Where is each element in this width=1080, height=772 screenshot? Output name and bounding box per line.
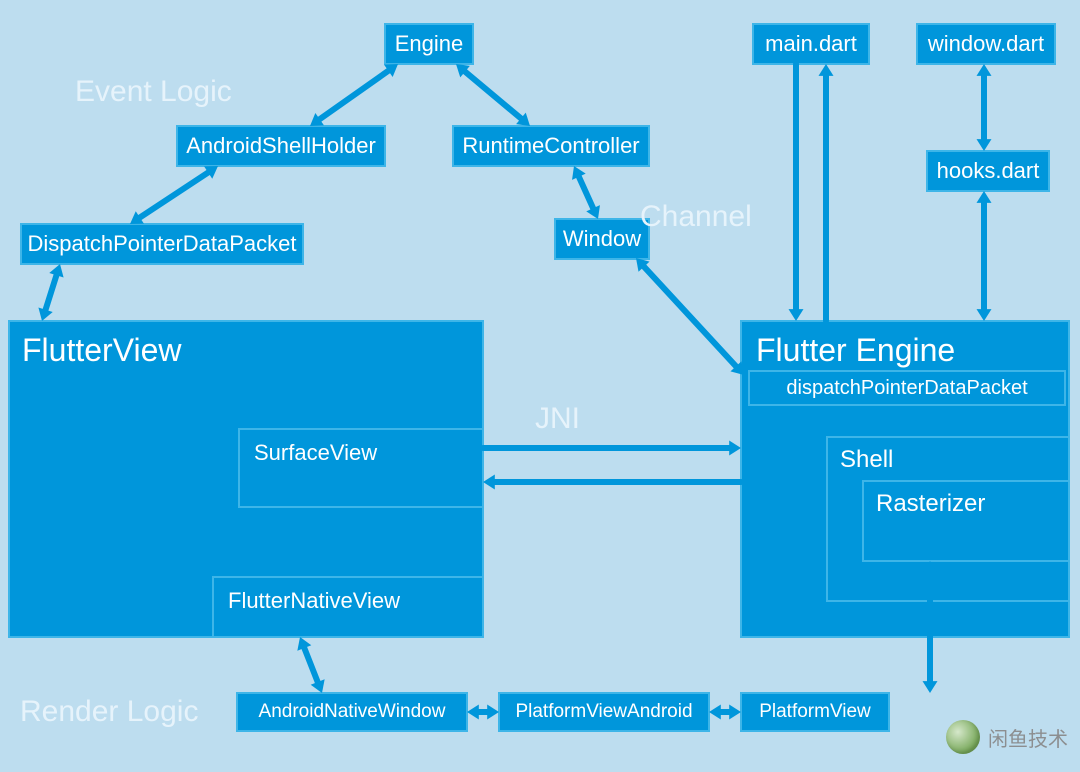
node-engine: Engine [384,23,474,65]
section-render-logic: Render Logic [20,695,198,729]
node-android-shell: AndroidShellHolder [176,125,386,167]
node-window: Window [554,218,650,260]
node-android-native-win: AndroidNativeWindow [236,692,468,732]
node-hooks-dart: hooks.dart [926,150,1050,192]
node-platform-view: PlatformView [740,692,890,732]
diagram-canvas: Engine AndroidShellHolder RuntimeControlle… [0,0,1080,772]
node-platform-view-andr: PlatformViewAndroid [498,692,710,732]
node-rasterizer: Rasterizer [862,480,1070,562]
watermark-avatar [946,720,980,754]
node-flutter-native-view: FlutterNativeView [212,576,484,638]
watermark-text: 闲鱼技术 [988,723,1068,752]
section-event-logic: Event Logic [75,75,232,109]
node-dispatch-engine: dispatchPointerDataPacket [748,370,1066,406]
node-runtime-controller: RuntimeController [452,125,650,167]
node-dispatch-packet: DispatchPointerDataPacket [20,223,304,265]
watermark: 闲鱼技术 [946,720,1068,754]
section-channel: Channel [640,200,752,234]
section-jni: JNI [535,402,580,436]
node-window-dart: window.dart [916,23,1056,65]
node-surface-view: SurfaceView [238,428,484,508]
node-main-dart: main.dart [752,23,870,65]
